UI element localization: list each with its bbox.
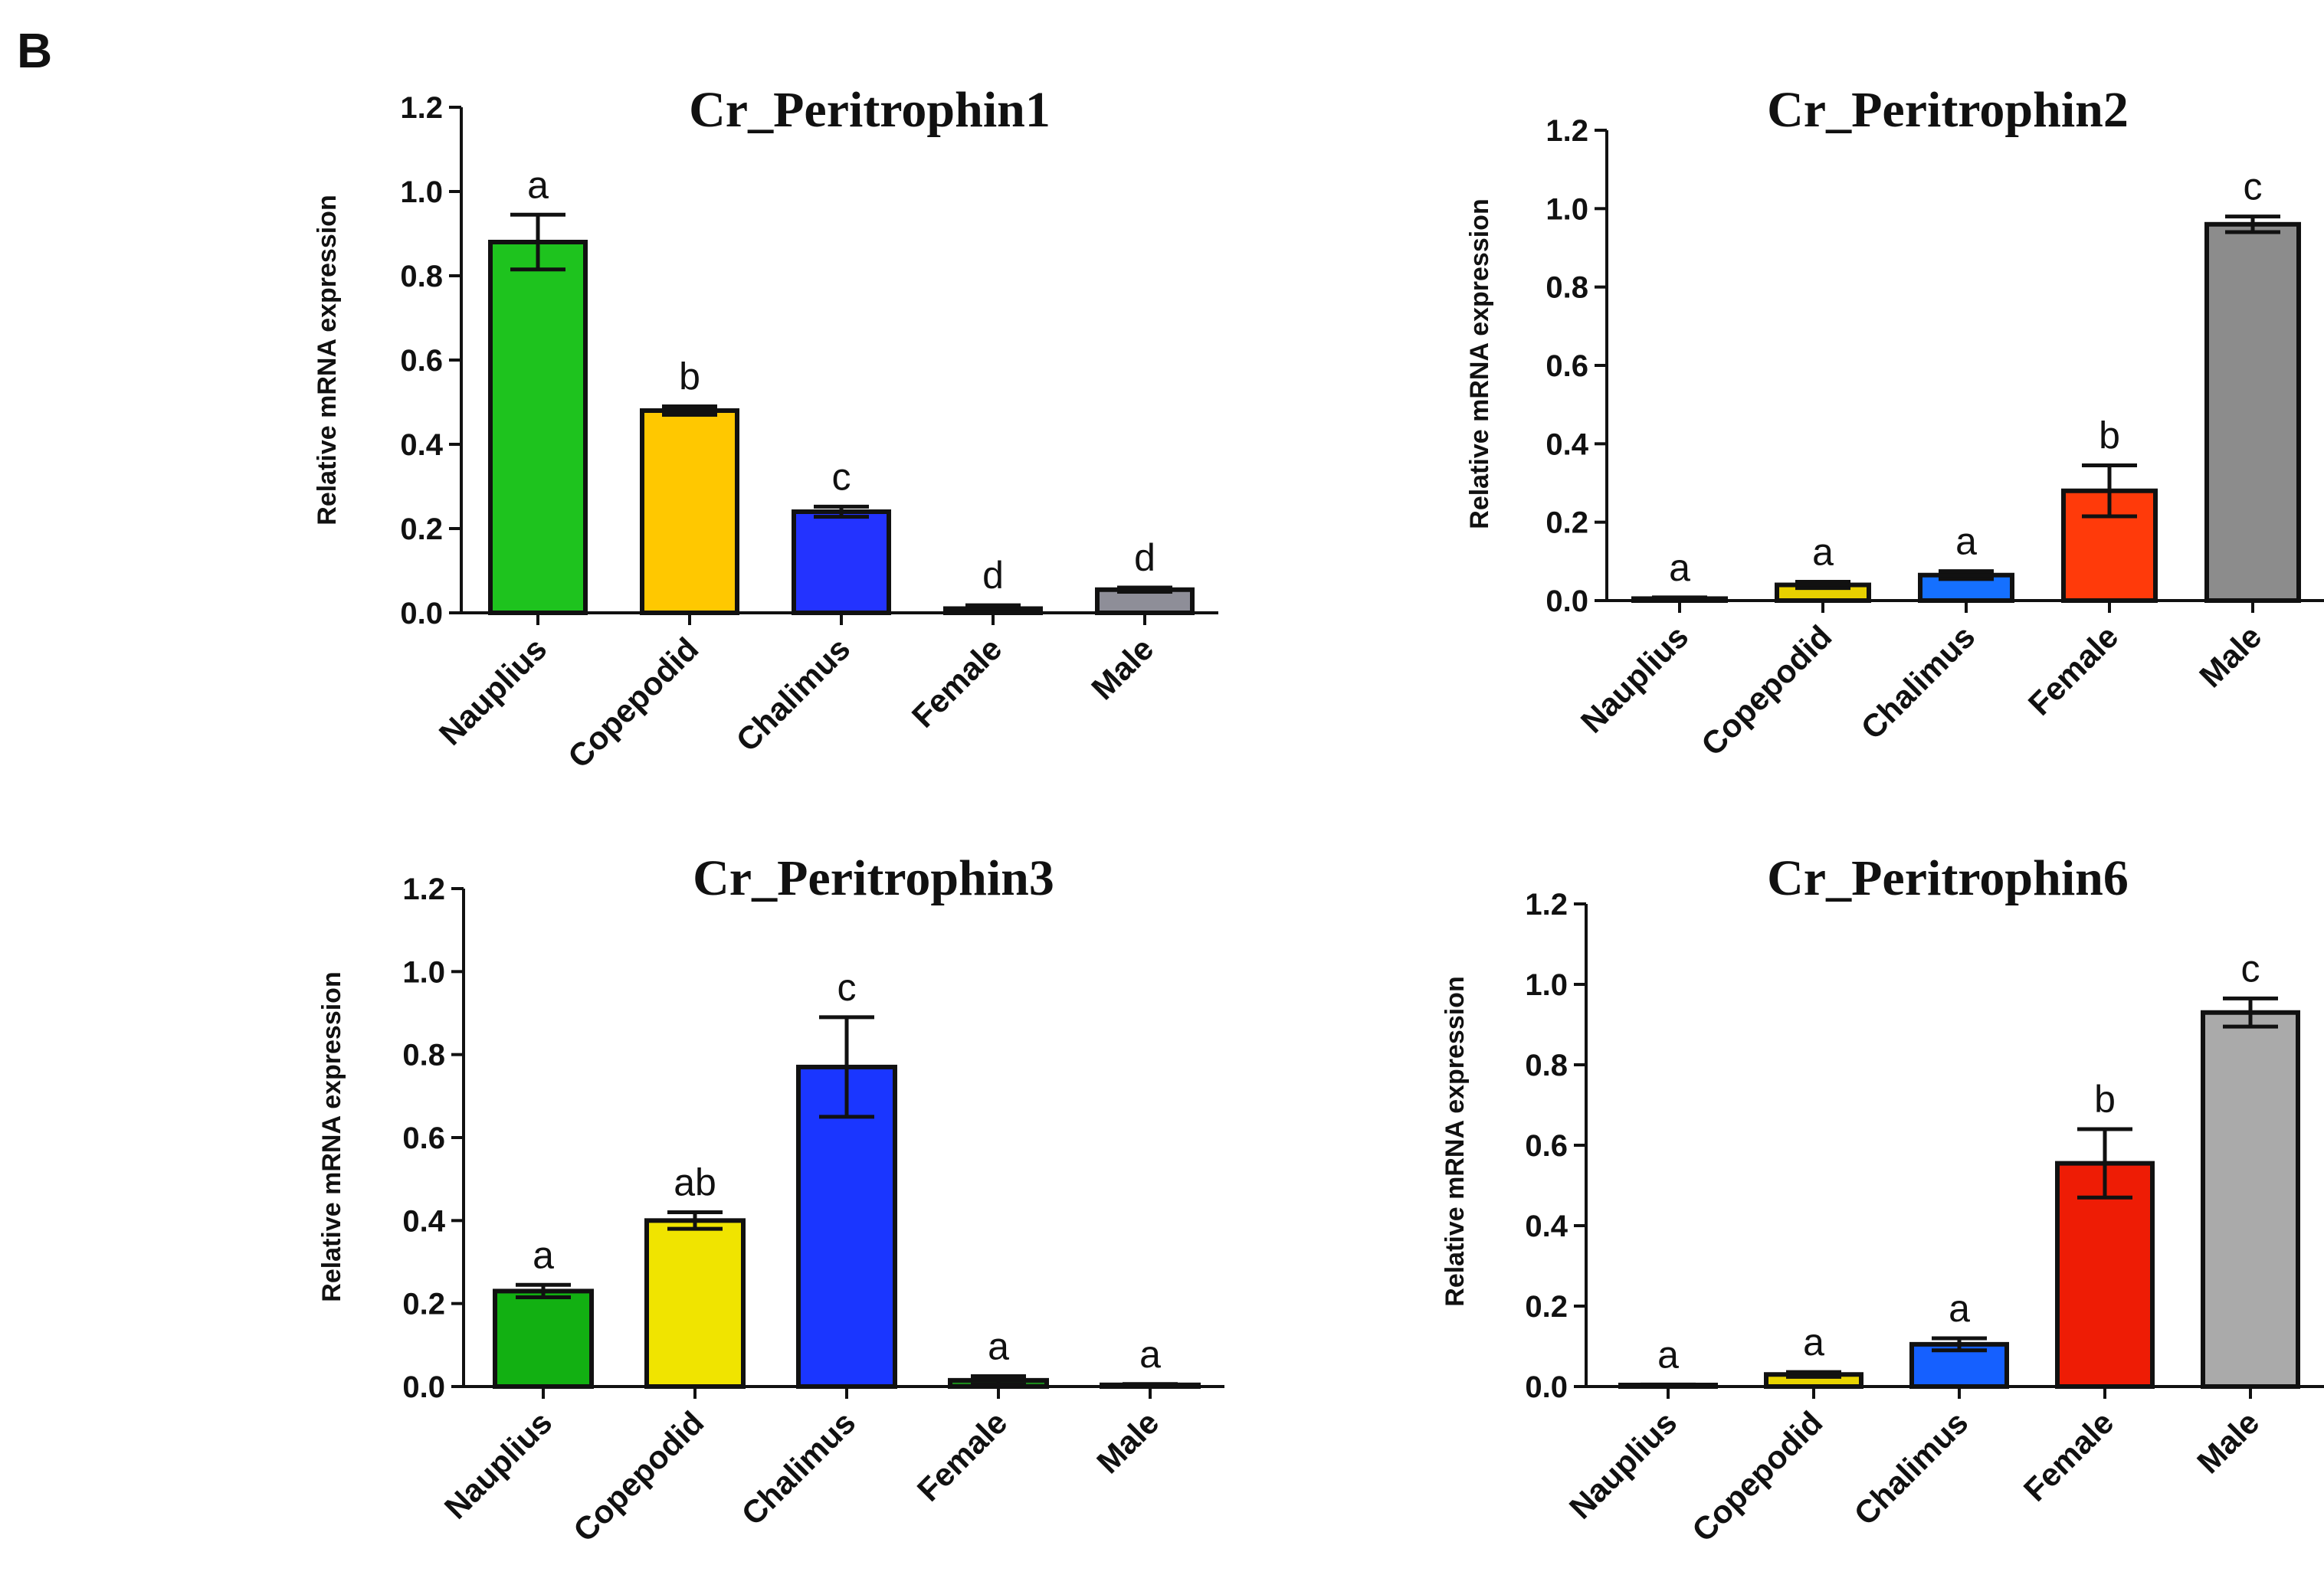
significance-label: a (1669, 546, 1690, 589)
significance-label: a (1139, 1333, 1161, 1376)
significance-label: a (527, 163, 549, 206)
x-tick-label: Nauplius (1562, 1404, 1684, 1526)
bar-chalimus (792, 509, 891, 615)
bar-copepodid (644, 1218, 746, 1390)
x-tick-label: Female (910, 1404, 1014, 1508)
bar-male (2204, 221, 2301, 603)
y-tick-label: 0.6 (402, 1121, 445, 1155)
chart-4: Cr_Peritrophin6 Relative mRNA expression 0… (1441, 850, 2324, 1548)
y-tick-label: 0.8 (402, 1039, 445, 1072)
y-tick-label: 0.0 (400, 597, 443, 630)
chart-title: Cr_Peritrophin6 (1767, 850, 2129, 906)
x-tick-label: Chalimus (734, 1404, 862, 1532)
x-tick-label: Female (2021, 618, 2126, 722)
significance-label: a (988, 1324, 1009, 1367)
significance-label: c (2244, 165, 2263, 208)
significance-label: a (533, 1233, 554, 1276)
significance-label: a (1955, 520, 1977, 563)
x-tick-label: Copepodid (561, 630, 705, 774)
y-tick-label: 0.6 (1525, 1129, 1568, 1163)
y-tick-label: 0.4 (402, 1204, 445, 1238)
y-tick-label: 0.8 (1546, 271, 1588, 305)
y-tick-label: 0.8 (400, 260, 443, 293)
y-tick-label: 0.0 (1525, 1370, 1568, 1404)
chart-title: Cr_Peritrophin3 (693, 850, 1054, 906)
y-tick-label: 0.8 (1525, 1049, 1568, 1082)
x-tick-label: Chalimus (1847, 1404, 1975, 1532)
bar-male (2201, 1010, 2300, 1389)
y-axis-label: Relative mRNA expression (1441, 976, 1470, 1306)
y-axis-label: Relative mRNA expression (1465, 198, 1494, 529)
x-tick-label: Nauplius (438, 1404, 559, 1526)
significance-label: c (2241, 947, 2260, 990)
significance-label: a (1812, 530, 1834, 573)
y-axis-label: Relative mRNA expression (317, 971, 346, 1302)
chart-title: Cr_Peritrophin2 (1767, 82, 2129, 138)
panel-label: B (17, 23, 52, 78)
x-tick-label: Copepodid (1685, 1404, 1829, 1548)
y-tick-label: 0.4 (1546, 427, 1588, 461)
x-tick-label: Male (1084, 630, 1160, 706)
x-tick-label: Chalimus (729, 630, 857, 758)
x-tick-label: Female (2017, 1404, 2121, 1508)
y-tick-label: 0.6 (1546, 349, 1588, 383)
significance-label: a (1803, 1321, 1824, 1364)
y-tick-label: 0.4 (1525, 1210, 1568, 1243)
y-tick-label: 1.0 (400, 175, 443, 209)
x-tick-label: Male (2190, 1404, 2266, 1480)
significance-label: ab (674, 1161, 716, 1204)
y-tick-label: 1.2 (402, 873, 445, 906)
y-tick-label: 0.4 (400, 428, 443, 462)
y-axis-label: Relative mRNA expression (313, 195, 342, 525)
y-tick-label: 0.6 (400, 344, 443, 378)
chart-2: Cr_Peritrophin2 Relative mRNA expression 0… (1465, 82, 2324, 762)
x-tick-label: Copepodid (566, 1404, 710, 1548)
y-tick-label: 0.0 (402, 1370, 445, 1404)
chart-title: Cr_Peritrophin1 (689, 82, 1051, 138)
x-tick-label: Male (2192, 618, 2268, 694)
x-tick-label: Female (905, 630, 1009, 735)
chart-1: Cr_Peritrophin1 Relative mRNA expression 0… (313, 82, 1218, 774)
x-tick-label: Chalimus (1854, 618, 1981, 746)
charts-container: Cr_Peritrophin1 Relative mRNA expression 0… (313, 82, 2324, 1548)
y-tick-label: 0.2 (1546, 506, 1588, 540)
significance-label: c (837, 966, 857, 1009)
y-tick-label: 0.2 (400, 512, 443, 546)
y-tick-label: 1.2 (400, 91, 443, 125)
bar-nauplius (488, 240, 588, 615)
significance-label: c (832, 455, 851, 498)
x-tick-label: Male (1090, 1404, 1165, 1480)
significance-label: d (1134, 536, 1155, 579)
chart-3: Cr_Peritrophin3 Relative mRNA expression 0… (317, 850, 1224, 1548)
y-tick-label: 1.2 (1525, 888, 1568, 922)
significance-label: b (2094, 1078, 2116, 1121)
y-tick-label: 1.0 (1546, 192, 1588, 226)
significance-label: a (1657, 1333, 1679, 1376)
x-tick-label: Nauplius (432, 630, 554, 752)
significance-label: b (2099, 414, 2120, 457)
x-tick-label: Copepodid (1694, 618, 1838, 762)
bar-copepodid (640, 408, 739, 615)
y-tick-label: 1.2 (1546, 114, 1588, 148)
significance-label: a (1949, 1287, 1970, 1330)
y-tick-label: 0.2 (402, 1288, 445, 1321)
significance-label: d (982, 554, 1004, 597)
y-tick-label: 1.0 (402, 955, 445, 989)
y-tick-label: 0.0 (1546, 584, 1588, 618)
x-tick-label: Nauplius (1574, 618, 1696, 740)
bar-nauplius (493, 1288, 594, 1389)
y-tick-label: 0.2 (1525, 1290, 1568, 1324)
significance-label: b (679, 355, 700, 398)
y-tick-label: 1.0 (1525, 968, 1568, 1002)
